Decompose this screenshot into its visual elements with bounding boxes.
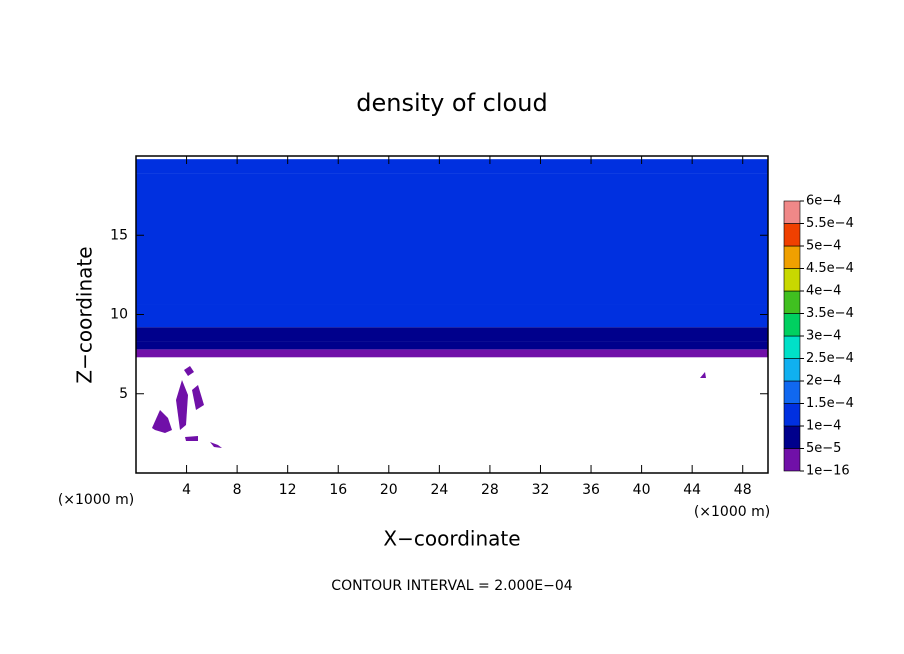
colorbar-label: 2e−4 [806, 374, 841, 389]
colorbar-label: 5e−4 [806, 239, 841, 254]
chart-title: density of cloud [356, 89, 547, 117]
x-unit-label: (×1000 m) [58, 492, 134, 508]
x-tick-label: 20 [380, 482, 398, 498]
colorbar-label: 2.5e−4 [806, 351, 854, 366]
colorbar-swatch [783, 335, 801, 359]
colorbar-label: 1e−4 [806, 419, 841, 434]
x-tick-label: 36 [582, 482, 600, 498]
cloud-patches [152, 366, 706, 448]
colorbar-swatch [783, 358, 801, 382]
x-tick-label: 8 [233, 482, 242, 498]
x-tick-label: 28 [481, 482, 499, 498]
colorbar-label: 3.5e−4 [806, 306, 854, 321]
x-tick-label: 24 [430, 482, 448, 498]
x-axis-label: X−coordinate [383, 527, 520, 551]
colorbar-swatch [783, 448, 801, 472]
colorbar-label: 5.5e−4 [806, 216, 854, 231]
x-tick-label: 32 [532, 482, 550, 498]
field [136, 159, 768, 358]
contour-band [136, 304, 768, 328]
contour-band [136, 349, 768, 358]
colorbar-swatch [783, 403, 801, 427]
x-tick-label: 4 [182, 482, 191, 498]
colorbar-swatch [783, 425, 801, 449]
colorbar-label: 3e−4 [806, 329, 841, 344]
contour-band [136, 173, 768, 305]
contour-band [136, 159, 768, 174]
y-tick-label: 15 [110, 227, 128, 243]
x-tick-label: 44 [683, 482, 701, 498]
colorbar-label: 6e−4 [806, 194, 841, 209]
colorbar-label: 4.5e−4 [806, 261, 854, 276]
colorbar-label: 4e−4 [806, 284, 841, 299]
x-tick-label: 12 [279, 482, 297, 498]
colorbar-label: 1e−16 [806, 464, 850, 479]
y-tick-label: 5 [119, 386, 128, 402]
colorbar-label: 1.5e−4 [806, 396, 854, 411]
y-axis-label: Z−coordinate [73, 246, 97, 383]
y-tick-label: 10 [110, 307, 128, 323]
colorbar-swatch [783, 268, 801, 292]
contour-band [136, 327, 768, 342]
colorbar-label: 5e−5 [806, 441, 841, 456]
colorbar-swatch [783, 290, 801, 314]
x-unit-label: (×1000 m) [694, 504, 770, 520]
colorbar-swatch [783, 313, 801, 337]
colorbar-swatch [783, 200, 801, 224]
x-tick-label: 40 [633, 482, 651, 498]
colorbar-swatch [783, 380, 801, 404]
x-tick-label: 16 [329, 482, 347, 498]
colorbar-swatch [783, 223, 801, 247]
contour-band [136, 341, 768, 350]
x-tick-label: 48 [734, 482, 752, 498]
colorbar-swatch [783, 245, 801, 269]
footer: CONTOUR INTERVAL = 2.000E−04 [331, 578, 572, 594]
